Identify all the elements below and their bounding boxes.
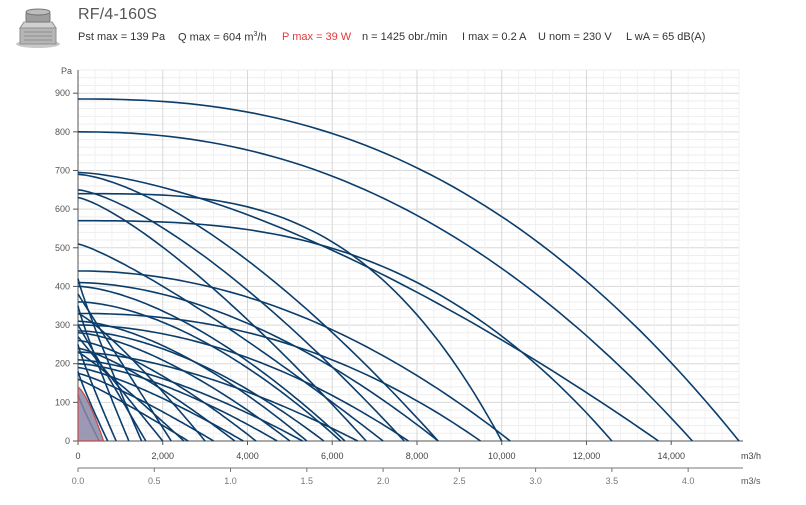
- fan-curve: [77, 301, 342, 442]
- roof-fan-product-icon: [16, 8, 60, 48]
- y-tick-label: 200: [55, 359, 70, 369]
- fan-curve: [77, 324, 147, 442]
- y-tick-label: 0: [65, 436, 70, 446]
- y-tick-label: 100: [55, 397, 70, 407]
- fan-curve: [77, 281, 439, 442]
- spec-lwa: L wA = 65 dB(A): [626, 31, 706, 43]
- y-tick-label: 700: [55, 165, 70, 175]
- selected-fan-area: [77, 386, 105, 442]
- chart-grid: [77, 69, 740, 442]
- fan-curve: [77, 312, 206, 442]
- selected-fan-highlight: [77, 386, 105, 442]
- fan-curve: [77, 347, 236, 442]
- x2-tick-label: 2.0: [377, 476, 390, 486]
- fan-curve: [77, 189, 405, 442]
- fan-curve: [77, 362, 278, 442]
- fan-curve: [77, 366, 244, 442]
- spec-q-max-sup: 3: [253, 31, 258, 38]
- fan-curve: [78, 270, 511, 442]
- y-tick-label: 400: [55, 281, 70, 291]
- fan-curve: [77, 371, 109, 442]
- x-tick-label: 8,000: [406, 451, 429, 461]
- x2-tick-label: 3.5: [606, 476, 619, 486]
- axis-labels: 0 100 200 300 400 500 600 700 800 900 Pa 0 2,000 4,00…: [55, 66, 761, 486]
- y-tick-label: 500: [55, 243, 70, 253]
- spec-q-max: Q max = 604 m3/h: [178, 31, 267, 44]
- x2-tick-label: 1.0: [224, 476, 237, 486]
- spec-i-max: I max = 0.2 A: [462, 31, 527, 43]
- fan-curve: [77, 336, 164, 442]
- fan-curve: [77, 196, 367, 442]
- fan-curve: [77, 378, 189, 442]
- y-tick-label: 800: [55, 127, 70, 137]
- x2-tick-label: 1.5: [301, 476, 314, 486]
- product-title: RF/4-160S: [78, 6, 158, 23]
- x2-tick-label: 4.0: [682, 476, 695, 486]
- x2-tick-label: 2.5: [453, 476, 466, 486]
- x-tick-label: 12,000: [573, 451, 601, 461]
- fan-curve: [77, 171, 659, 442]
- fan-curve: [77, 351, 359, 442]
- fan-curve: [78, 219, 613, 442]
- spec-u-nom: U nom = 230 V: [538, 31, 612, 43]
- spec-pst-max: Pst max = 139 Pa: [78, 31, 166, 43]
- fan-curve: [77, 285, 346, 442]
- header: RF/4-160S Pst max = 139 Pa Q max = 604 m…: [0, 0, 806, 60]
- x-tick-label: 6,000: [321, 451, 344, 461]
- spec-q-max-prefix: Q max = 604 m: [178, 31, 254, 44]
- fan-curve: [77, 320, 308, 442]
- fan-curve: [77, 339, 257, 442]
- x-tick-label: 0: [75, 451, 80, 461]
- fan-curve: [77, 351, 185, 442]
- x-tick-label: 14,000: [657, 451, 685, 461]
- fan-curve: [77, 243, 384, 442]
- y-tick-label: 600: [55, 204, 70, 214]
- fan-curve: [77, 305, 130, 442]
- fan-curve: [77, 131, 693, 442]
- x-unit-label: m3/h: [741, 451, 761, 461]
- fan-curve: [77, 173, 439, 442]
- x-tick-label: 10,000: [488, 451, 516, 461]
- x-tick-label: 4,000: [236, 451, 259, 461]
- spec-p-max: P max = 39 W: [282, 31, 352, 43]
- y-tick-label: 900: [55, 88, 70, 98]
- spec-speed: n = 1425 obr./min: [362, 31, 448, 43]
- spec-q-max-suffix: /h: [257, 31, 267, 44]
- fan-curves: [77, 98, 740, 442]
- y-unit-label: Pa: [61, 66, 72, 76]
- x-tick-label: 2,000: [151, 451, 174, 461]
- x2-tick-label: 0.5: [148, 476, 161, 486]
- x2-tick-label: 3.0: [529, 476, 542, 486]
- x2-tick-label: 0.0: [72, 476, 85, 486]
- fan-curve: [77, 372, 215, 442]
- y-tick-label: 300: [55, 320, 70, 330]
- fan-curve: [78, 192, 503, 442]
- fan-curve: [78, 324, 409, 442]
- fan-curve: [77, 359, 303, 442]
- fan-curve: [78, 98, 740, 442]
- x2-unit-label: m3/s: [741, 476, 761, 486]
